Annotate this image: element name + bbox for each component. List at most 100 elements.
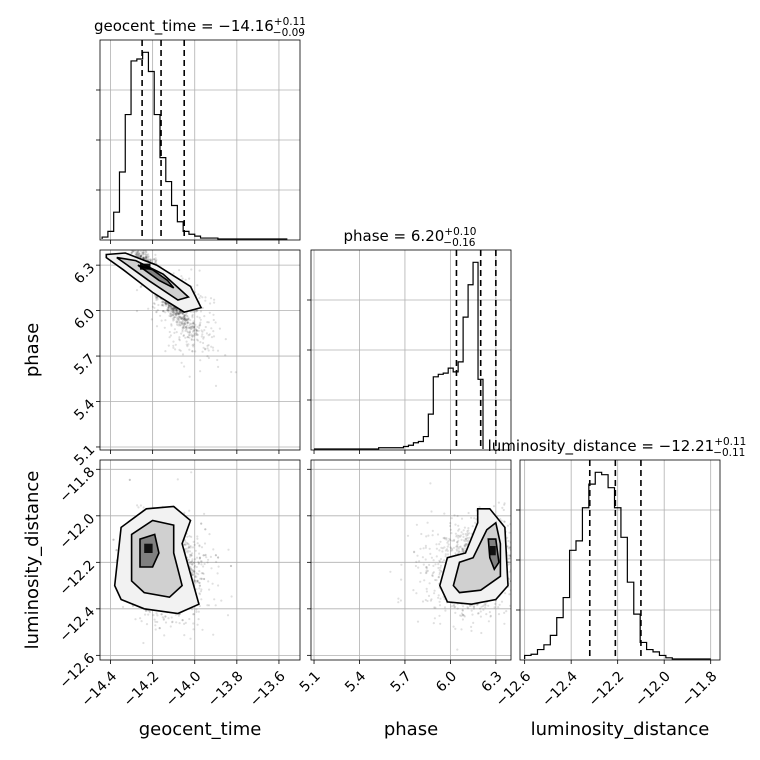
sample-point [454,532,457,535]
sample-point [187,546,190,549]
sample-point [148,611,151,614]
sample-point [542,547,544,549]
sample-point [183,634,186,637]
sample-point [167,344,170,347]
sample-point [152,258,155,261]
contour-line-outer [113,505,200,615]
sample-point [142,641,145,645]
sample-point [450,547,453,550]
sample-point [160,319,163,322]
sample-point [178,324,181,327]
sample-point [136,251,139,254]
sample-point [193,561,196,564]
sample-point [191,335,194,338]
sample-point [212,318,215,322]
sample-point [190,322,193,325]
sample-point [142,257,145,260]
sample-point [189,566,192,569]
sample-point [214,554,217,557]
sample-point [183,326,186,329]
sample-point [202,554,205,557]
sample-point [191,326,194,329]
sample-point [135,243,137,245]
sample-point [195,572,198,575]
sample-point [509,546,511,549]
sample-point [423,579,426,582]
sample-point [184,543,187,546]
sample-point [161,301,164,304]
sample-point [201,330,204,333]
sample-point [461,618,464,621]
sample-point [171,308,174,311]
sample-point [139,256,142,259]
sample-point [198,269,201,272]
contour-line-mid [116,256,191,301]
sample-point [515,573,517,575]
sample-point [224,338,227,341]
sample-point [438,569,441,572]
sample-point [172,307,175,310]
sample-point [197,618,200,621]
sample-point [180,311,183,314]
sample-point [198,587,201,590]
sample-point [155,325,159,328]
sample-point [202,337,205,340]
sample-point [175,331,178,334]
sample-point [164,302,167,305]
sample-point [185,340,188,343]
sample-point [439,564,443,567]
sample-point [164,302,167,305]
sample-point [461,547,464,551]
sample-point [234,371,237,374]
sample-point [169,306,172,309]
sample-point [515,552,517,554]
sample-point [135,289,139,292]
sample-point [178,311,182,314]
sample-point [483,603,486,606]
sample-point [192,325,195,328]
sample-point [198,323,201,326]
sample-point [500,519,503,522]
sample-point [168,305,172,308]
sample-point [191,559,194,563]
sample-point [176,321,179,324]
sample-point [182,324,185,327]
sample-point [171,314,174,317]
sample-point [140,285,143,288]
sample-point [183,511,186,514]
sample-point [416,554,419,557]
sample-point [172,319,175,322]
sample-point [169,625,172,628]
sample-point [174,312,177,315]
sample-point [454,523,457,526]
sample-point [168,304,171,307]
sample-point [204,553,207,557]
sample-point [132,246,134,248]
sample-point [210,567,213,570]
sample-point [434,606,437,609]
sample-point [169,334,172,337]
sample-point [192,323,195,326]
sample-point [84,537,86,539]
sample-point [192,578,196,581]
sample-point [140,242,142,244]
sample-point [145,257,148,260]
sample-point [178,322,181,325]
sample-point [172,346,175,349]
sample-point [170,308,173,311]
sample-point [135,252,139,255]
sample-point [181,326,185,329]
sample-point [179,316,182,319]
sample-point [461,613,464,617]
sample-point [192,338,195,341]
sample-point [203,577,206,581]
sample-point [190,560,193,564]
sample-point [147,253,150,256]
sample-point [438,549,441,552]
sample-point [178,319,181,322]
sample-point [155,296,158,299]
sample-point [460,538,463,542]
histogram-panel-luminosity_distance [516,459,721,664]
sample-point [136,246,138,248]
contour-fill-mid [116,257,189,300]
